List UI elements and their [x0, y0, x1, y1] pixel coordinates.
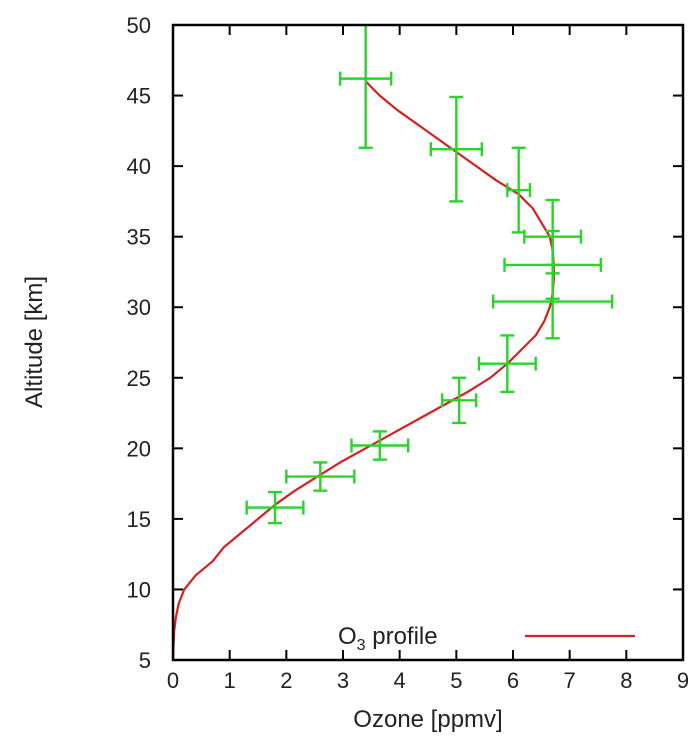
measurement-point: [477, 334, 537, 394]
y-tick-label: 40: [127, 154, 151, 179]
x-tick-label: 7: [564, 668, 576, 693]
measurement-point: [523, 198, 583, 275]
x-tick-label: 5: [450, 668, 462, 693]
x-tick-label: 3: [337, 668, 349, 693]
y-tick-label: 35: [127, 225, 151, 250]
profile-line: [171, 80, 555, 661]
y-tick-label: 20: [127, 436, 151, 461]
x-tick-label: 0: [167, 668, 179, 693]
x-tick-label: 4: [394, 668, 406, 693]
legend-label-subscript: 3: [357, 637, 366, 654]
x-axis-title: Ozone [ppmv]: [353, 706, 502, 733]
y-tick-label: 45: [127, 84, 151, 109]
measurement-point: [506, 146, 532, 234]
measurement-point: [350, 430, 410, 461]
y-tick-label: 15: [127, 507, 151, 532]
measurement-point: [429, 95, 484, 203]
y-tick-label: 25: [127, 366, 151, 391]
plot-frame: [171, 23, 685, 662]
legend-label: O3 profile: [338, 623, 438, 654]
x-tick-label: 1: [224, 668, 236, 693]
x-tick-label: 9: [677, 668, 689, 693]
y-tick-label: 10: [127, 577, 151, 602]
measurement-series: [245, 25, 614, 525]
x-tick-label: 8: [620, 668, 632, 693]
legend: O3 profile: [338, 623, 635, 654]
y-axis-title: Altitude [km]: [21, 276, 48, 408]
measurement-point: [285, 461, 356, 492]
y-tick-label: 50: [127, 13, 151, 38]
x-tick-label: 2: [280, 668, 292, 693]
y-tick-label: 5: [139, 648, 151, 673]
measurement-point: [338, 25, 393, 149]
profile-series: [171, 80, 555, 661]
y-tick-label: 30: [127, 295, 151, 320]
measurement-point: [245, 490, 305, 525]
measurement-point: [440, 376, 478, 425]
axis-ticks: [172, 24, 684, 661]
legend-label-suffix: profile: [366, 623, 438, 650]
legend-label-prefix: O: [338, 623, 357, 650]
x-tick-label: 6: [507, 668, 519, 693]
